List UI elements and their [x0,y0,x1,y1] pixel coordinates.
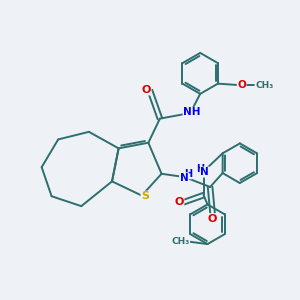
Text: NH: NH [183,107,201,117]
Text: H: H [196,164,204,174]
Text: S: S [141,191,149,201]
Text: O: O [207,214,217,224]
Text: H: H [184,169,192,179]
Text: N: N [180,173,188,183]
Text: O: O [174,197,184,207]
Text: CH₃: CH₃ [171,237,190,246]
Text: O: O [237,80,246,90]
Text: N: N [200,167,209,177]
Text: O: O [141,85,151,95]
Text: CH₃: CH₃ [255,81,273,90]
